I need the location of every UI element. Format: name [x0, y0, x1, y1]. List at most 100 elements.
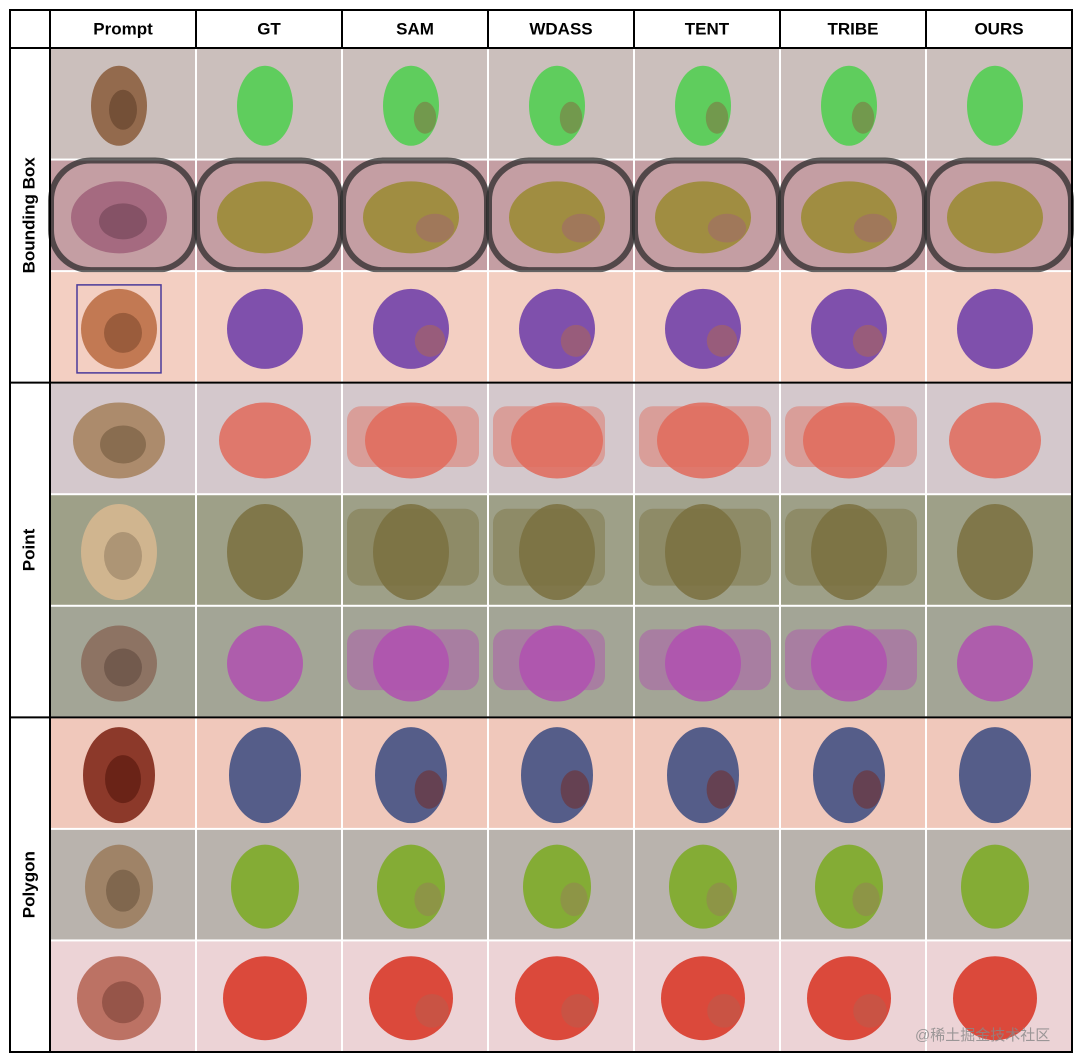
image-grid [48, 49, 1074, 1051]
image-cell [635, 829, 779, 940]
image-cell [489, 829, 633, 940]
mask [665, 625, 741, 702]
mask [521, 727, 593, 824]
mask [363, 181, 459, 254]
mask-error [853, 994, 887, 1028]
mask-error [413, 101, 437, 134]
mask-error [853, 213, 893, 243]
mask [217, 181, 313, 254]
mask [957, 625, 1033, 702]
mask [807, 956, 891, 1041]
image-cell [927, 49, 1071, 159]
lesion-core [104, 648, 142, 687]
image-cell [194, 157, 344, 274]
image-cell [343, 718, 487, 828]
mask [803, 402, 895, 479]
table-frame [9, 9, 1073, 1053]
mask-error [561, 213, 601, 243]
image-cell [343, 383, 487, 494]
image-cell [927, 495, 1071, 605]
image-cell [489, 495, 633, 605]
group-label: Bounding Box [19, 157, 38, 274]
mask [227, 625, 303, 702]
mask [519, 625, 595, 702]
image-cell [927, 718, 1071, 828]
mask [375, 727, 447, 824]
mask [523, 844, 591, 929]
image-cell [927, 606, 1071, 717]
image-cell [489, 941, 633, 1051]
mask-error [415, 994, 449, 1028]
image-cell [486, 157, 636, 274]
mask [947, 181, 1043, 254]
mask [665, 288, 741, 369]
mask [665, 504, 741, 600]
image-cell [489, 49, 633, 159]
image-cell [51, 495, 195, 605]
image-cell [781, 383, 925, 494]
mask-error [707, 994, 741, 1028]
image-cell [48, 157, 198, 274]
mask [811, 288, 887, 369]
prompt-box [76, 284, 162, 374]
image-cell [781, 941, 925, 1051]
image-cell [197, 383, 341, 494]
image-cell [927, 941, 1071, 1051]
column-header: TENT [685, 19, 730, 38]
mask [957, 288, 1033, 369]
mask [369, 956, 453, 1041]
image-cell [197, 718, 341, 828]
mask-error [560, 324, 592, 357]
group-label: Polygon [19, 851, 38, 918]
mask-error [559, 101, 583, 134]
mask [373, 504, 449, 600]
image-cell [635, 718, 779, 828]
mask [377, 844, 445, 929]
image-cell [51, 383, 195, 494]
mask [961, 844, 1029, 929]
lesion-core [106, 869, 140, 912]
mask [667, 727, 739, 824]
mask [227, 504, 303, 600]
group-label: Point [19, 528, 38, 571]
mask [373, 625, 449, 702]
image-cell [197, 941, 341, 1051]
mask [657, 402, 749, 479]
mask [237, 65, 293, 146]
labels: Prompt GT SAM WDASS TENT TRIBE OURS Bounding Bo… [19, 19, 1050, 1044]
image-cell [51, 606, 195, 717]
image-cell [635, 495, 779, 605]
mask [815, 844, 883, 929]
image-cell [197, 606, 341, 717]
mask [227, 288, 303, 369]
image-cell [489, 272, 633, 382]
column-header: WDASS [529, 19, 592, 38]
mask [669, 844, 737, 929]
image-cell [927, 383, 1071, 494]
lesion-core [109, 89, 137, 130]
image-cell [927, 272, 1071, 382]
image-cell [343, 272, 487, 382]
mask-error [852, 770, 882, 809]
mask-error [852, 324, 884, 357]
lesion-core [102, 981, 144, 1024]
mask [373, 288, 449, 369]
mask-error [706, 882, 734, 917]
image-cell [51, 941, 195, 1051]
image-cell [343, 829, 487, 940]
mask [229, 727, 301, 824]
column-header: GT [257, 19, 281, 38]
image-cell [343, 495, 487, 605]
image-cell [197, 272, 341, 382]
mask [959, 727, 1031, 824]
image-cell [343, 941, 487, 1051]
mask-error [560, 882, 588, 917]
image-cell [781, 272, 925, 382]
lesion-core [104, 312, 142, 353]
mask [661, 956, 745, 1041]
mask [383, 65, 439, 146]
mask-error [415, 213, 455, 243]
mask-error [852, 882, 880, 917]
mask [811, 504, 887, 600]
